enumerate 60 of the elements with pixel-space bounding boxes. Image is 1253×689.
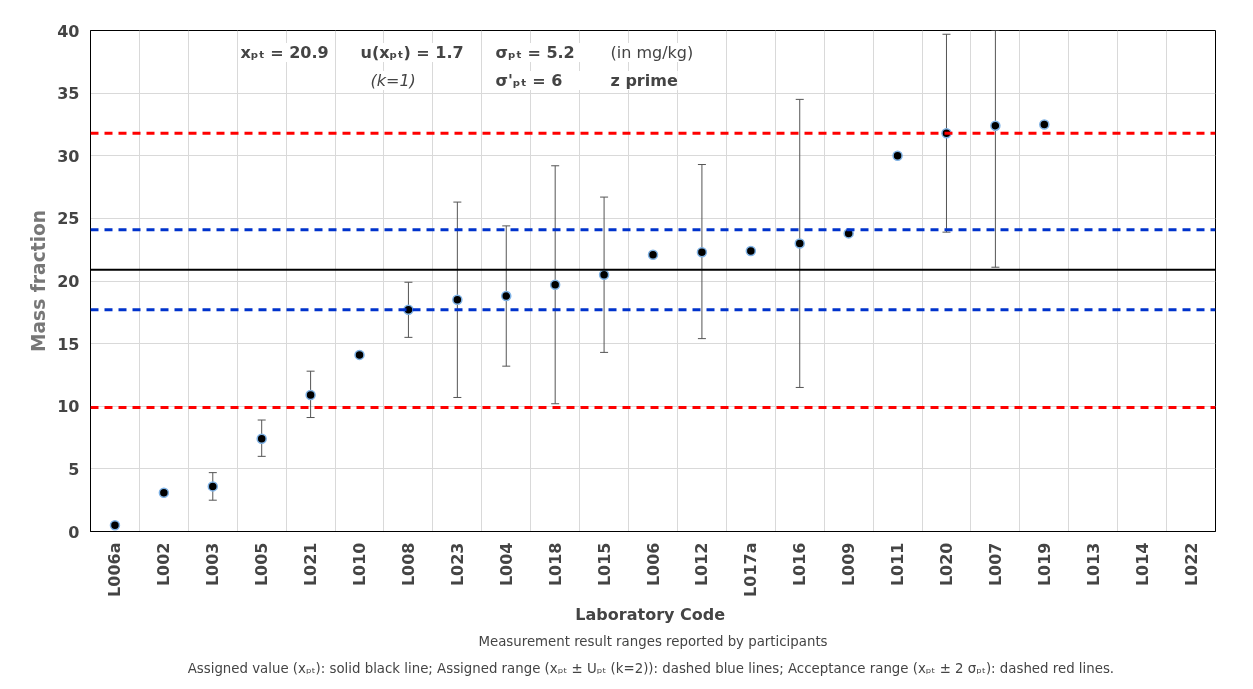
y-axis-title: Mass fraction	[28, 209, 50, 353]
annotation: σₚₜ = 5.2	[495, 43, 575, 62]
x-tick-label: L013	[1083, 542, 1103, 587]
point	[501, 290, 512, 302]
x-tick-label: L012	[692, 542, 712, 587]
annotation: u(xₚₜ) = 1.7	[360, 43, 464, 62]
point	[696, 246, 708, 258]
x-tick-label: L011	[888, 542, 908, 587]
x-tick-label: L020	[936, 542, 956, 587]
annotation: xₚₜ = 20.9	[240, 43, 329, 62]
text: Assigned value (xₚₜ): solid black line; Assigned range (xₚₜ ± Uₚₜ (k=2)): dashed blue lines; Acceptance range (xₚₜ ± 2 σₚₜ): dashed red lines.	[187, 660, 1115, 676]
x-tick-label: L010	[350, 542, 370, 587]
x-tick-label: L005	[252, 542, 272, 587]
point	[549, 279, 561, 290]
x-tick-label: L023	[447, 542, 467, 587]
point	[354, 349, 365, 361]
text: Measurement result ranges reported by participants	[478, 633, 828, 649]
x-tick-label: L019	[1034, 542, 1054, 587]
x-tick-label: L018	[545, 542, 565, 587]
x-tick-label: L014	[1132, 542, 1152, 587]
x-tick-label: L022	[1181, 542, 1201, 587]
x-tick-label: L015	[594, 542, 614, 587]
annotation: σ'ₚₜ = 6	[495, 71, 563, 90]
y-tick-label: 10	[57, 397, 80, 417]
x-tick-label: L009	[839, 542, 859, 587]
point	[647, 249, 659, 260]
x-tick-label: L008	[398, 542, 418, 587]
y-tick-label: 25	[57, 209, 80, 229]
point	[1039, 119, 1050, 130]
annotation: (in mg/kg)	[610, 43, 694, 62]
x-tick-label: L016	[790, 542, 810, 587]
x-tick-label: L017a	[741, 542, 761, 597]
x-tick-label: L006a	[105, 542, 125, 597]
x-tick-label: L003	[203, 542, 223, 587]
y-tick-label: 40	[57, 21, 80, 41]
y-tick-label: 0	[68, 522, 80, 542]
x-tick-label: L002	[154, 542, 174, 587]
y-tick-label: 5	[68, 459, 80, 479]
annotation: (k=1)	[370, 71, 416, 90]
point	[207, 481, 219, 492]
y-tick-label: 15	[57, 334, 80, 354]
point	[109, 520, 121, 531]
point	[256, 433, 267, 445]
point	[990, 120, 1001, 131]
point	[745, 245, 757, 257]
point	[598, 269, 610, 280]
point	[305, 389, 316, 401]
annotation: z prime	[610, 71, 678, 90]
point	[158, 487, 170, 498]
point	[892, 150, 903, 161]
x-axis-title: Laboratory Code	[575, 604, 726, 624]
y-tick-label: 35	[57, 84, 80, 104]
y-tick-label: 20	[57, 272, 80, 291]
point	[794, 238, 805, 249]
y-tick-label: 30	[57, 146, 80, 166]
x-tick-label: L006	[643, 542, 663, 587]
x-tick-label: L007	[985, 542, 1005, 587]
x-tick-label: L004	[496, 542, 516, 587]
x-tick-label: L021	[301, 542, 321, 587]
point	[452, 294, 463, 306]
